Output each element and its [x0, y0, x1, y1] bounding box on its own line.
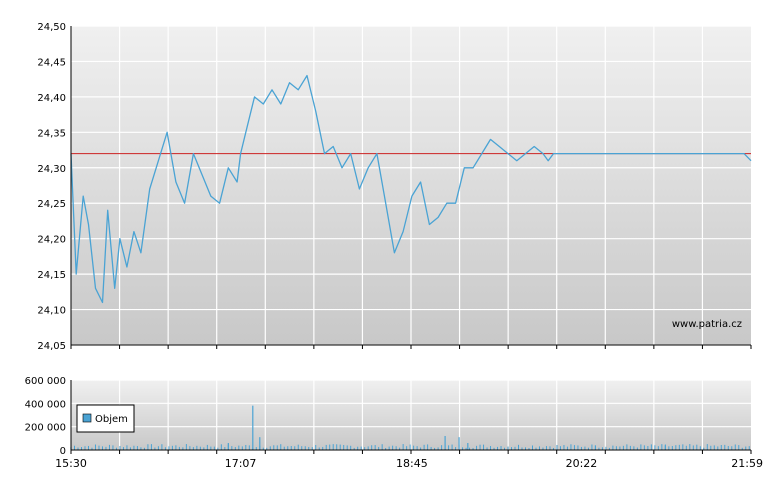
volume-legend-swatch: [82, 413, 92, 423]
volume-y-tick-label: 200 000: [25, 423, 66, 434]
watermark: www.patria.cz: [672, 319, 742, 330]
time-tick-label: 18:45: [396, 457, 428, 470]
price-y-tick-label: 24,20: [37, 235, 66, 246]
price-y-tick-label: 24,35: [37, 128, 66, 139]
volume-panel: 600 000 400 000 200 000 0 Objem 15:30 17:07 18:…: [25, 376, 763, 470]
price-y-tick-label: 24,05: [37, 341, 66, 352]
time-tick-label: 17:07: [225, 457, 257, 470]
volume-y-tick-label: 600 000: [25, 376, 66, 387]
price-y-tick-label: 24,40: [37, 93, 66, 104]
time-tick-label: 21:59: [731, 457, 763, 470]
volume-y-tick-label: 400 000: [25, 399, 66, 410]
volume-legend-label: Objem: [95, 414, 128, 425]
price-line: [70, 74, 752, 304]
time-tick-label: 20:22: [566, 457, 598, 470]
volume-y-tick-label: 0: [60, 446, 66, 457]
time-tick-label: 15:30: [55, 457, 87, 470]
price-y-tick-label: 24,50: [37, 22, 66, 33]
price-y-tick-label: 24,25: [37, 199, 66, 210]
price-y-tick-label: 24,30: [37, 164, 66, 175]
price-y-tick-label: 24,10: [37, 306, 66, 317]
price-y-tick-label: 24,45: [37, 57, 66, 68]
price-y-tick-label: 24,15: [37, 270, 66, 281]
price-panel: 24,50 24,45 24,40 24,35 24,30 24,25 24,20 24,15…: [37, 22, 752, 352]
